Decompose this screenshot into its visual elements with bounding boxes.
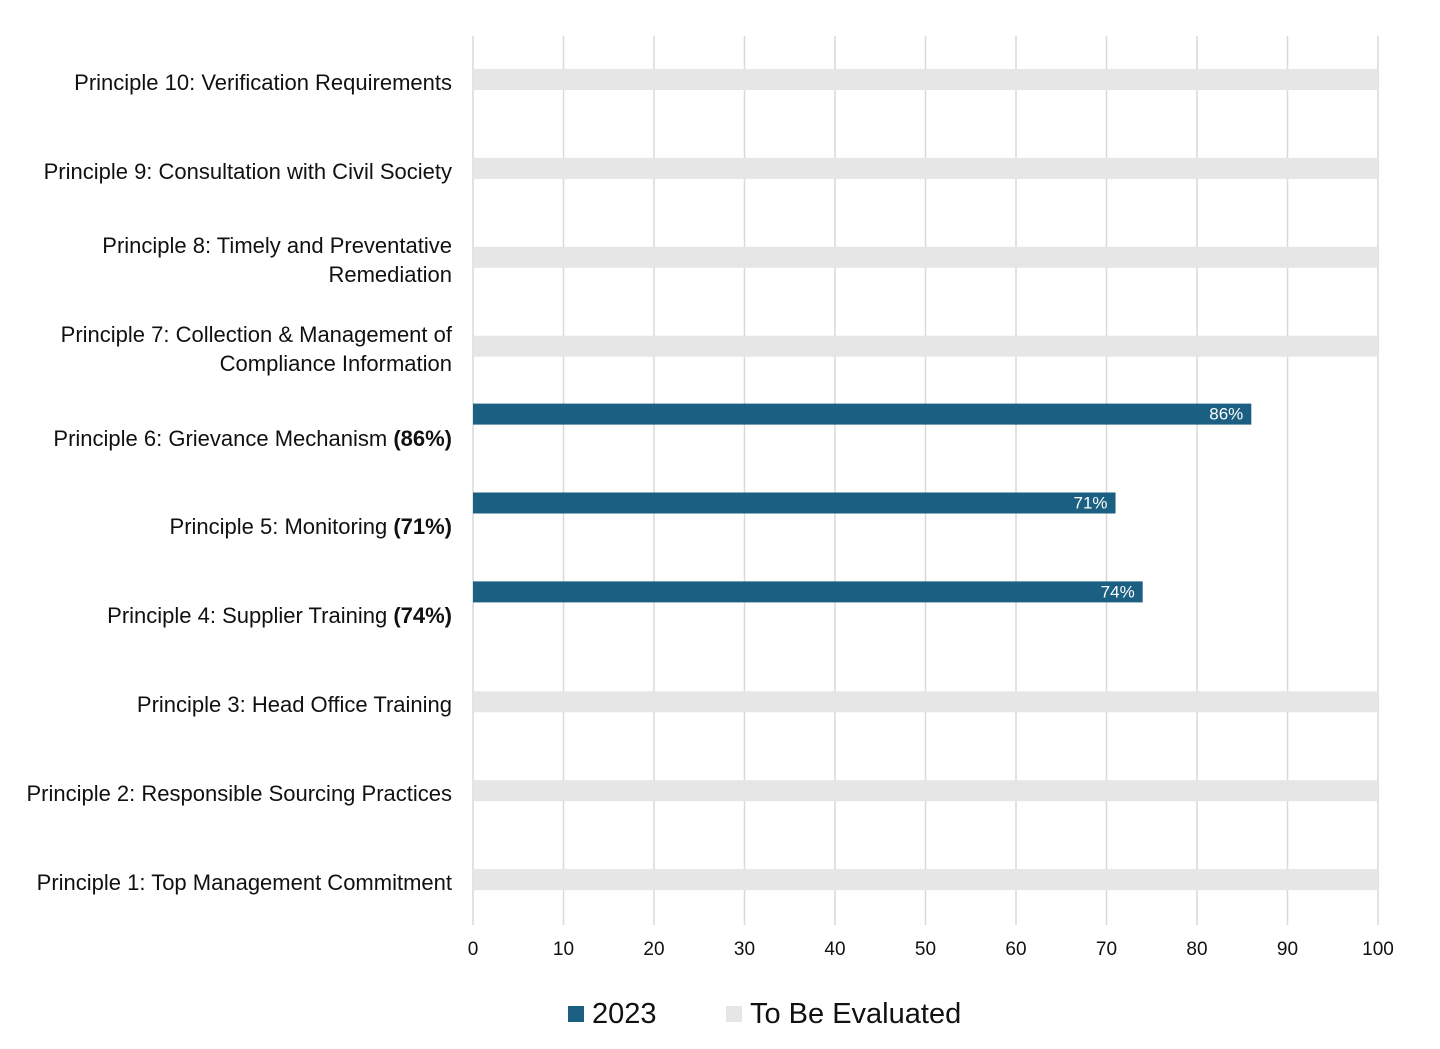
x-tick-label: 80 [1186, 939, 1207, 960]
bar-to-be-evaluated [473, 780, 1378, 802]
bar-2023 [473, 403, 1252, 425]
category-label: Principle 4: Supplier Training (74%) [107, 603, 452, 629]
bar-to-be-evaluated [473, 157, 1378, 179]
x-tick-label: 70 [1096, 939, 1117, 960]
bar-to-be-evaluated [473, 69, 1378, 90]
x-tick-label: 60 [1005, 939, 1026, 960]
x-tick-label: 90 [1277, 939, 1298, 960]
x-tick-label: 10 [553, 939, 574, 960]
legend-swatch-2023 [568, 1006, 584, 1022]
bar-to-be-evaluated [473, 691, 1378, 713]
x-tick-label: 20 [643, 939, 664, 960]
bar-to-be-evaluated [473, 335, 1378, 357]
category-label: Principle 8: Timely and Preventative Rem… [102, 233, 452, 288]
category-label: Principle 10: Verification Requirements [74, 69, 452, 95]
category-label: Principle 7: Collection & Management of … [60, 322, 452, 377]
chart-legend: 2023 To Be Evaluated [0, 994, 1440, 1034]
legend-item-to-be-evaluated: To Be Evaluated [726, 994, 961, 1034]
legend-swatch-to-be-evaluated [726, 1006, 742, 1022]
bar-2023 [473, 492, 1116, 514]
x-tick-label: 100 [1362, 939, 1394, 960]
data-label: 86% [1209, 405, 1243, 424]
category-label: Principle 2: Responsible Sourcing Practi… [26, 781, 452, 807]
data-label: 74% [1101, 582, 1135, 601]
category-label: Principle 1: Top Management Commitment [36, 870, 452, 896]
legend-label-to-be-evaluated: To Be Evaluated [750, 997, 962, 1030]
x-tick-label: 30 [734, 939, 755, 960]
category-label: Principle 6: Grievance Mechanism (86%) [53, 425, 452, 451]
legend-item-2023: 2023 [568, 994, 657, 1034]
bar-to-be-evaluated [473, 869, 1378, 891]
bar-to-be-evaluated [473, 246, 1378, 268]
legend-label-2023: 2023 [592, 997, 657, 1030]
category-label: Principle 5: Monitoring (71%) [169, 514, 452, 540]
x-tick-label: 0 [468, 939, 479, 960]
bar-2023 [473, 581, 1143, 603]
category-label: Principle 9: Consultation with Civil Soc… [43, 158, 452, 184]
x-tick-label: 50 [915, 939, 936, 960]
x-tick-label: 40 [824, 939, 845, 960]
category-label: Principle 3: Head Office Training [136, 692, 452, 718]
data-label: 71% [1074, 494, 1108, 513]
